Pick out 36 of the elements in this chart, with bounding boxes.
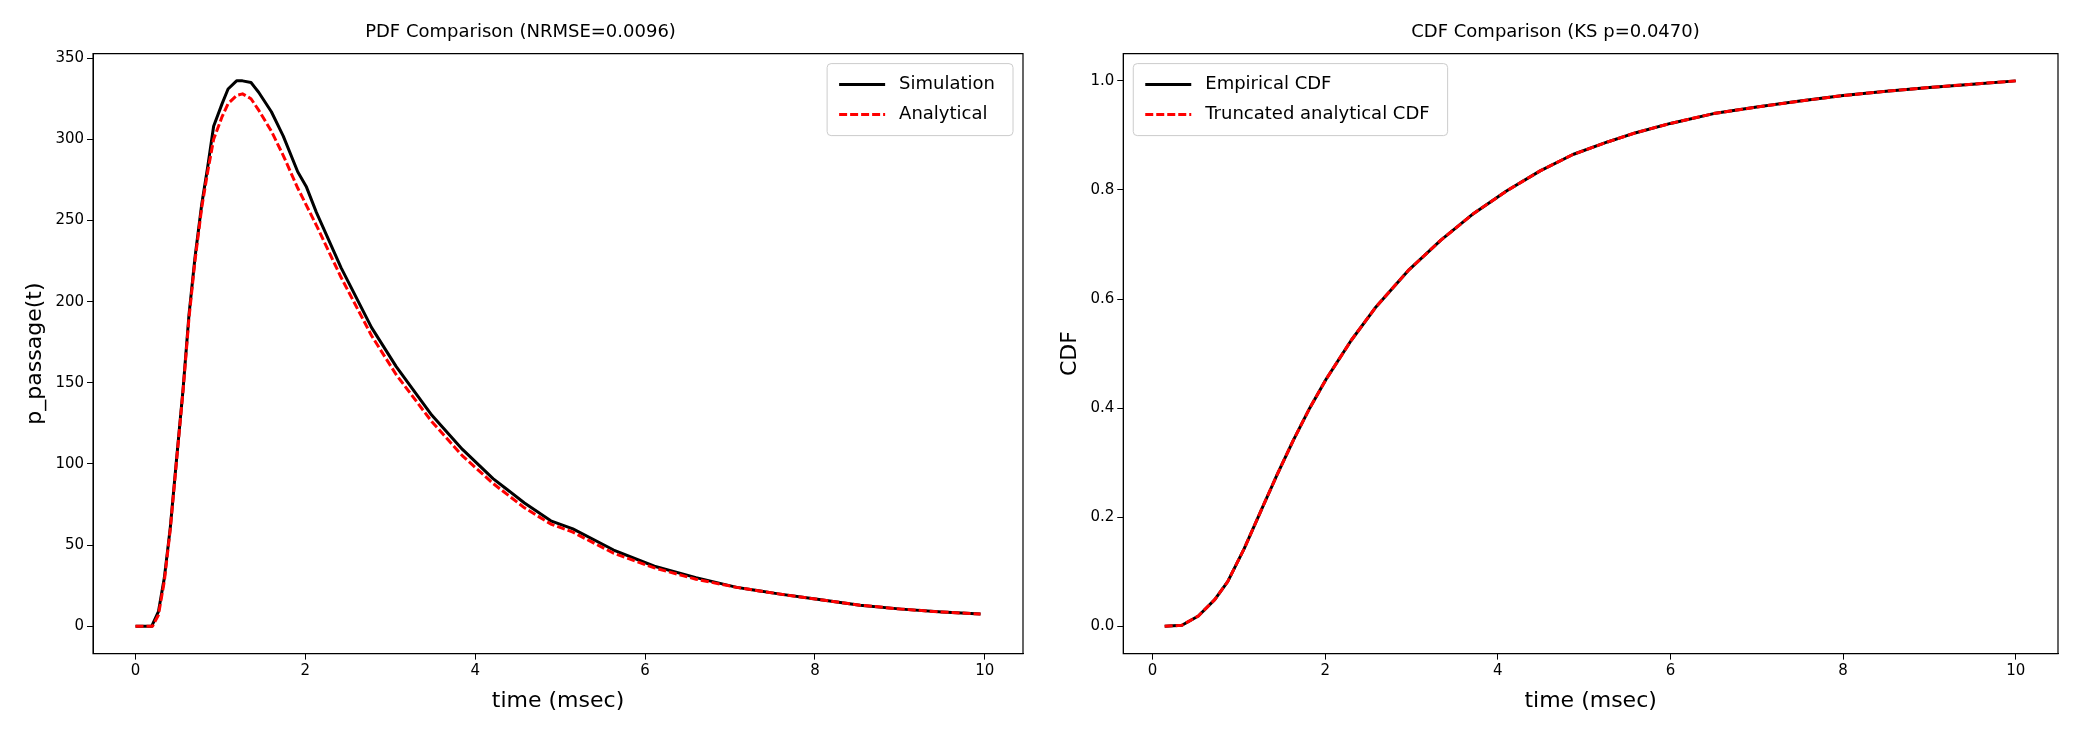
legend-label: Simulation [899, 72, 996, 94]
y-axis-title: p_passage(t) [20, 282, 47, 425]
x-tick-label: 0 [1147, 661, 1158, 680]
x-tick-label: 8 [1838, 661, 1848, 680]
x-tick-label: 10 [2006, 661, 2026, 680]
x-axis-title: time (msec) [491, 686, 625, 712]
x-tick-label: 2 [300, 661, 311, 680]
chart-title: CDF Comparison (KS p=0.0470) [1411, 20, 1700, 42]
y-tick-label: 0.4 [1090, 398, 1115, 417]
x-tick-label: 8 [810, 661, 820, 680]
x-tick-label: 6 [1665, 661, 1676, 680]
y-tick-label: 0.0 [1090, 616, 1115, 635]
y-tick-label: 0.6 [1090, 288, 1115, 307]
y-tick-label: 150 [55, 372, 85, 391]
legend-label: Analytical [899, 102, 988, 124]
legend-label: Empirical CDF [1205, 72, 1332, 94]
y-tick-label: 350 [55, 48, 85, 67]
legend-label: Truncated analytical CDF [1204, 102, 1430, 124]
x-tick-label: 0 [130, 661, 141, 680]
y-tick-label: 250 [55, 210, 85, 229]
y-tick-label: 300 [55, 129, 85, 148]
y-tick-label: 50 [64, 535, 85, 554]
x-tick-label: 10 [975, 661, 995, 680]
x-tick-label: 6 [640, 661, 650, 680]
chart-title: PDF Comparison (NRMSE=0.0096) [365, 20, 676, 42]
y-axis-title: CDF [1055, 331, 1081, 377]
x-tick-label: 2 [1320, 661, 1330, 680]
y-tick-label: 100 [55, 453, 85, 472]
y-tick-label: 1.0 [1090, 70, 1115, 89]
x-tick-label: 4 [1493, 661, 1503, 680]
y-tick-label: 0.8 [1090, 179, 1115, 198]
x-tick-label: 4 [470, 661, 480, 680]
y-tick-label: 0 [74, 616, 85, 635]
y-tick-label: 200 [55, 291, 85, 310]
x-axis-title: time (msec) [1524, 686, 1657, 712]
y-tick-label: 0.2 [1090, 507, 1115, 526]
